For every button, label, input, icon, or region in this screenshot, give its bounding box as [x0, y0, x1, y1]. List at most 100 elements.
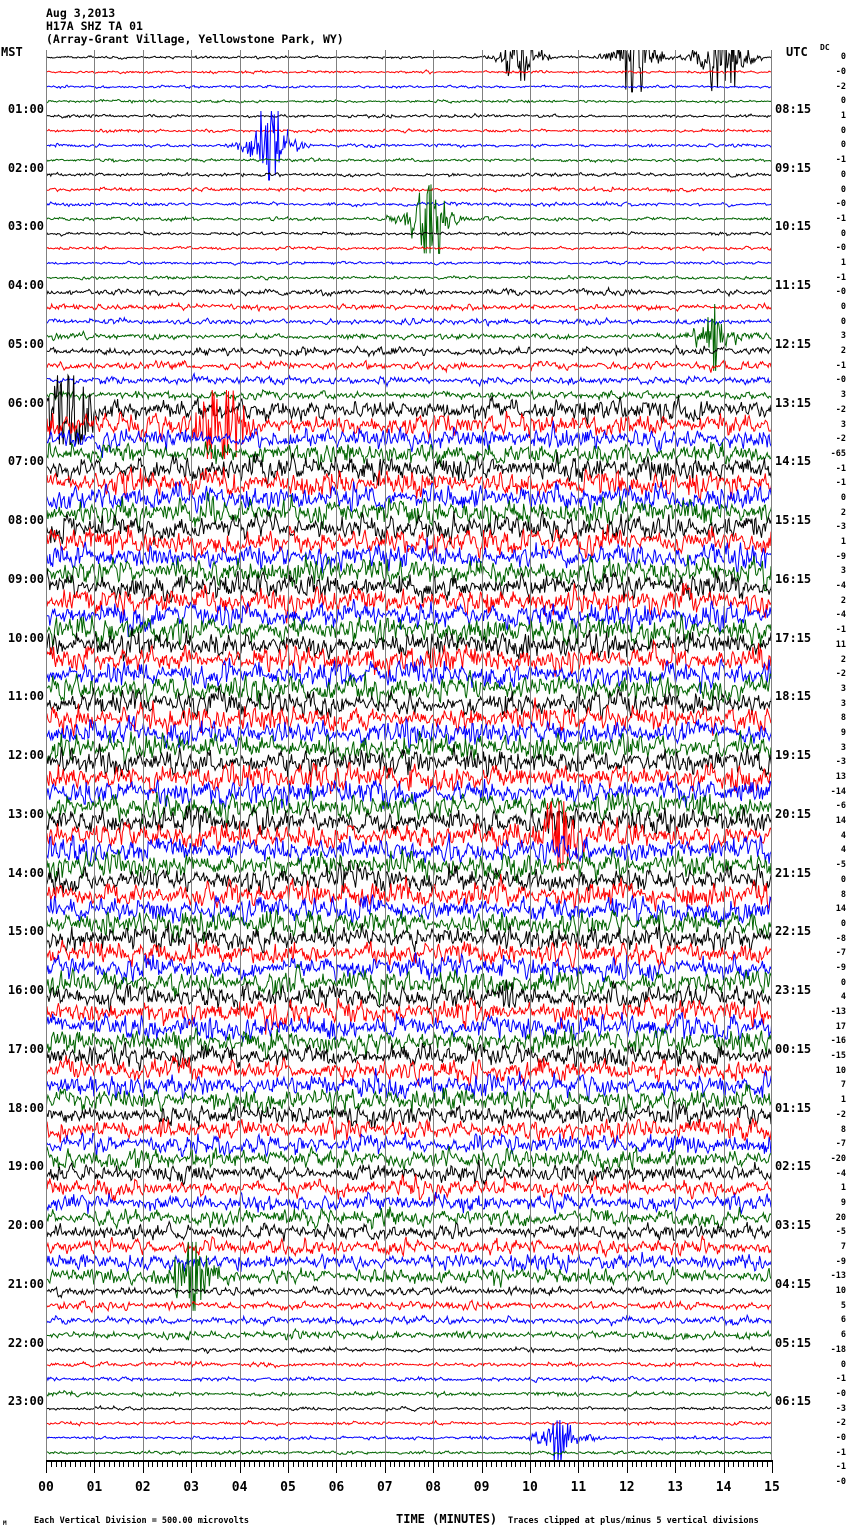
axis-minor-tick [491, 1460, 493, 1467]
dc-offset-value: -2 [835, 1418, 846, 1429]
trace-line [46, 1404, 772, 1412]
axis-minor-tick [486, 1460, 488, 1467]
dc-offset-value: 0 [840, 874, 846, 885]
dc-offset-value: -4 [835, 1168, 846, 1179]
axis-minor-tick [636, 1460, 638, 1467]
dc-offset-value: -3 [835, 522, 846, 533]
axis-minor-tick [612, 1460, 614, 1467]
axis-minor-tick [99, 1460, 101, 1467]
trace-line [46, 1449, 772, 1457]
utc-hour-label: 02:15 [775, 1159, 812, 1174]
dc-value-column: 0 -0 -2 0 1 0 0 -1 0 0 -0 -1 0 -0 1 -1 -0 0 0 3 2 -1 -0 3 -2 3 -2-… [800, 50, 848, 1487]
utc-hour-label: 18:15 [775, 689, 812, 704]
axis-minor-tick [273, 1460, 275, 1467]
axis-minor-tick [442, 1460, 444, 1467]
dc-offset-value: -2 [835, 404, 846, 415]
trace-line [46, 1173, 772, 1202]
axis-minor-tick [452, 1460, 454, 1467]
x-axis-tick-label: 14 [715, 1480, 732, 1495]
dc-offset-value: -16 [830, 1036, 846, 1047]
dc-offset-value: -1 [835, 213, 846, 224]
axis-minor-tick [292, 1460, 294, 1467]
axis-minor-tick [162, 1460, 164, 1467]
trace-line [46, 157, 772, 164]
trace-line [46, 1190, 772, 1215]
trace-line [46, 260, 772, 266]
dc-offset-value: 8 [840, 889, 846, 900]
utc-hour-label: 05:15 [775, 1335, 812, 1350]
trace-line [46, 441, 772, 470]
trace-line [46, 452, 772, 487]
dc-offset-value: -0 [835, 1477, 846, 1488]
axis-minor-tick [249, 1460, 251, 1467]
trace-line [46, 373, 772, 445]
axis-minor-tick [60, 1460, 62, 1467]
trace-line [46, 303, 772, 371]
axis-minor-tick [549, 1460, 551, 1467]
trace-line [46, 1132, 772, 1158]
axis-minor-tick [525, 1460, 527, 1467]
axis-minor-tick [317, 1460, 319, 1467]
dc-offset-value: -7 [835, 1139, 846, 1150]
dc-offset-value: 2 [840, 595, 846, 606]
x-axis-tick-label: 09 [473, 1480, 490, 1495]
trace-line [46, 1011, 772, 1043]
axis-minor-tick [544, 1460, 546, 1467]
axis-minor-tick [500, 1460, 502, 1467]
axis-minor-tick [617, 1460, 619, 1467]
mst-hour-label: 05:00 [7, 336, 44, 351]
dc-offset-value: -15 [830, 1051, 846, 1062]
axis-minor-tick [399, 1460, 401, 1467]
trace-line [46, 1220, 772, 1242]
minute-gridline [578, 50, 580, 1460]
trace-line [46, 389, 772, 402]
utc-hour-label: 21:15 [775, 865, 812, 880]
axis-minor-tick [704, 1460, 706, 1467]
axis-minor-tick [229, 1460, 231, 1467]
helicorder-plot[interactable] [46, 50, 772, 1460]
utc-hour-label: 03:15 [775, 1218, 812, 1232]
axis-minor-tick [234, 1460, 236, 1467]
mst-hour-label: 11:00 [7, 689, 44, 704]
dc-offset-value: 0 [840, 316, 846, 327]
dc-offset-value: -1 [835, 1374, 846, 1385]
utc-hour-label: 11:15 [775, 278, 812, 292]
axis-minor-tick [621, 1460, 623, 1467]
axis-minor-tick [186, 1460, 188, 1467]
trace-line [46, 805, 772, 840]
trace-line [46, 185, 772, 193]
axis-minor-tick [312, 1460, 314, 1467]
trace-line [46, 908, 772, 944]
trace-line [46, 230, 772, 237]
trace-line [46, 833, 772, 867]
axis-minor-tick [394, 1460, 396, 1467]
minute-gridline [239, 50, 241, 1460]
axis-major-tick [288, 1460, 289, 1473]
trace-line [46, 490, 772, 530]
axis-minor-tick [462, 1460, 464, 1467]
axis-minor-tick [75, 1460, 77, 1467]
trace-line [46, 1251, 772, 1275]
trace-line [46, 697, 772, 738]
utc-axis-label: UTC [786, 45, 808, 59]
dc-offset-value: -18 [830, 1344, 846, 1355]
dc-column-label: DC [820, 43, 830, 52]
dc-offset-value: -2 [835, 434, 846, 445]
mst-hour-label: 14:00 [7, 865, 44, 880]
trace-line [46, 598, 772, 638]
trace-line [46, 761, 772, 795]
trace-line [46, 685, 772, 720]
trace-line [46, 963, 772, 1006]
axis-minor-tick [699, 1460, 701, 1467]
axis-minor-tick [196, 1460, 198, 1467]
dc-offset-value: 20 [835, 1212, 846, 1223]
mst-hour-label: 16:00 [7, 983, 44, 997]
dc-offset-value: -65 [830, 448, 846, 459]
dc-offset-value: 0 [840, 918, 846, 929]
dc-offset-value: 14 [835, 816, 846, 827]
mst-tick-column: 01:00 02:00 03:00 04:00 05:00 06:00 07:00 08:00… [0, 50, 44, 1460]
dc-offset-value: 6 [840, 1315, 846, 1326]
trace-line [46, 939, 772, 970]
dc-offset-value: -9 [835, 1256, 846, 1267]
axis-minor-tick [539, 1460, 541, 1467]
